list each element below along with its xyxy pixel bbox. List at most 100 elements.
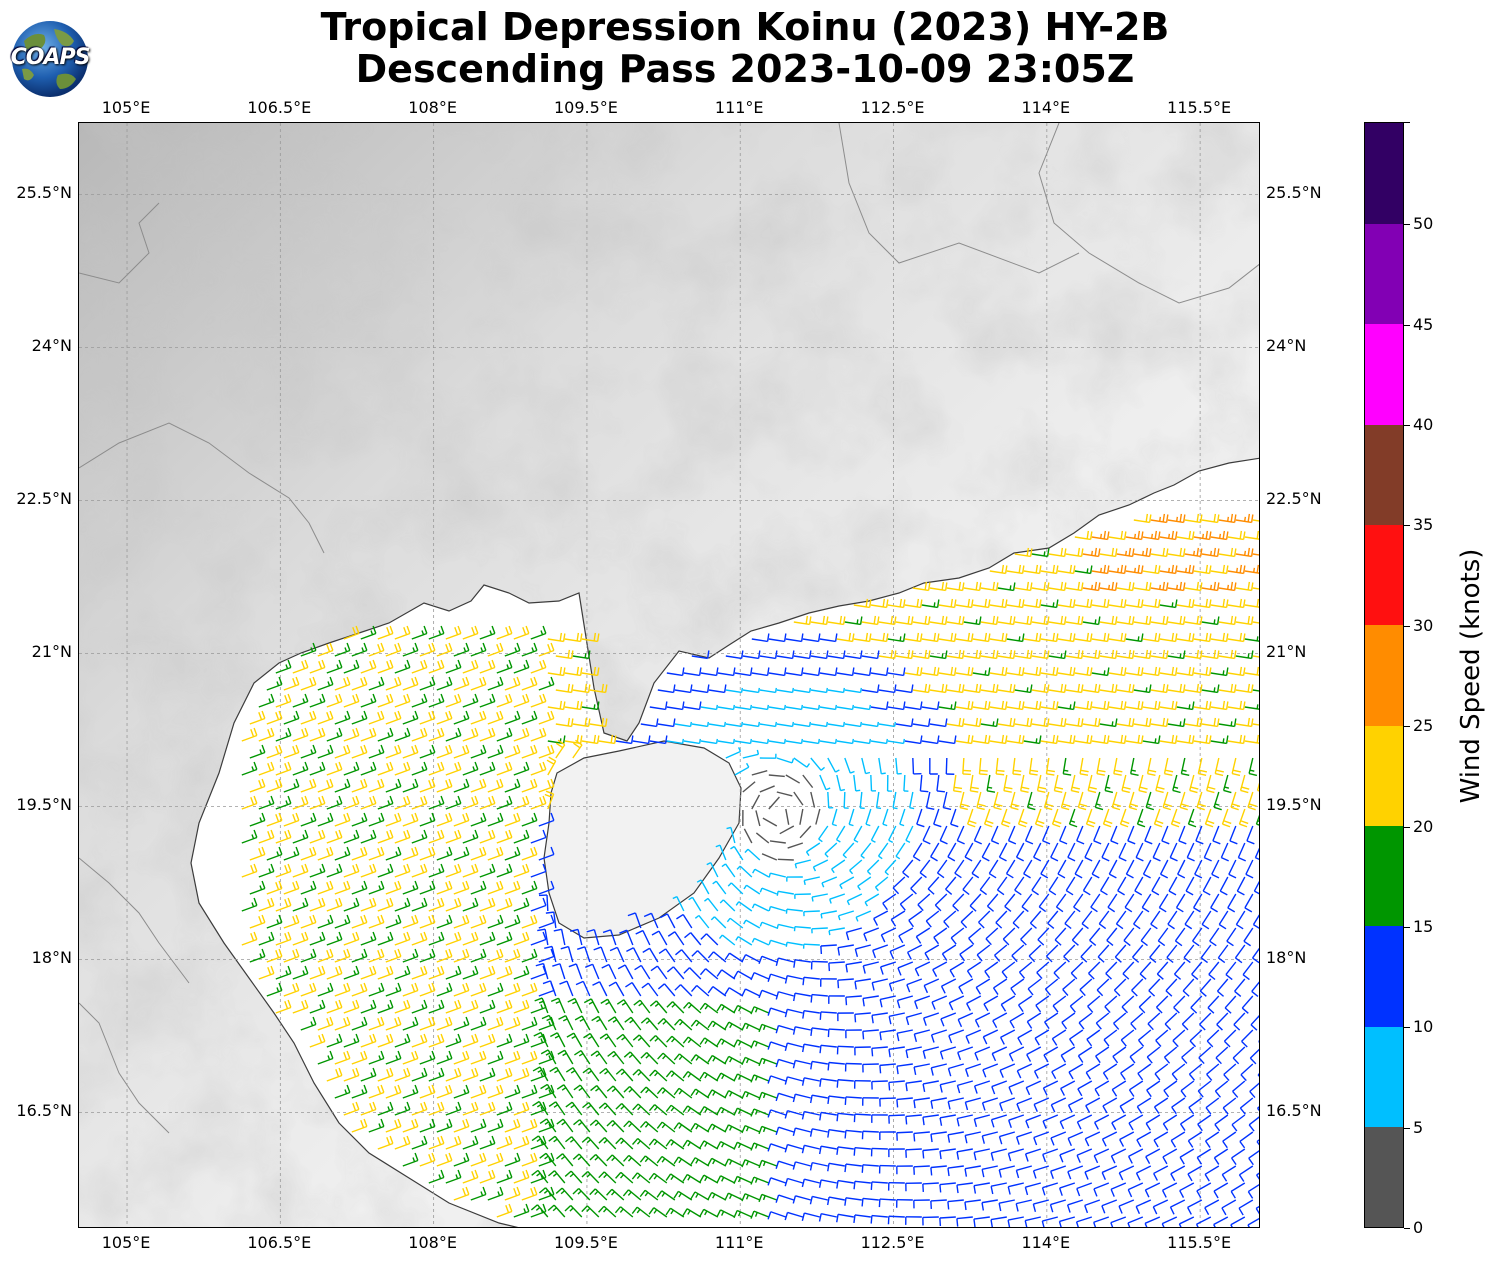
wind-barb <box>533 1031 549 1048</box>
wind-barb <box>565 1067 583 1082</box>
wind-barb <box>496 829 513 844</box>
wind-barb <box>912 649 931 660</box>
wind-barb <box>784 1042 803 1051</box>
wind-barb <box>487 1050 504 1065</box>
wind-barb <box>487 1084 504 1099</box>
wind-barb <box>504 778 521 793</box>
wind-barb <box>385 982 402 997</box>
wind-barb <box>853 825 863 843</box>
wind-barb <box>1091 530 1110 541</box>
wind-barb <box>874 876 889 892</box>
wind-barb <box>249 880 266 895</box>
wind-barb <box>985 927 999 946</box>
wind-barb <box>716 1003 736 1014</box>
wind-barb <box>462 931 479 946</box>
wind-barb <box>1136 1097 1152 1114</box>
wind-barb <box>385 710 402 725</box>
wind-barb <box>699 1037 719 1048</box>
wind-barb <box>428 727 445 742</box>
wind-barb <box>1111 1114 1127 1131</box>
wind-barb <box>343 625 360 640</box>
wind-barb <box>1045 944 1059 963</box>
wind-barb <box>538 642 555 657</box>
wind-barb <box>521 642 538 657</box>
wind-barb <box>266 744 283 759</box>
wind-barb <box>1102 808 1113 828</box>
lat-tick-label-right: 18°N <box>1266 948 1307 968</box>
wind-barb <box>955 632 974 643</box>
wind-barb <box>752 868 770 878</box>
wind-barb <box>266 948 283 963</box>
wind-barb <box>496 999 513 1014</box>
lon-tick-label-top: 106.5°E <box>247 98 312 117</box>
wind-barb <box>784 1110 804 1119</box>
wind-barb <box>682 1208 702 1218</box>
wind-barb <box>1059 1148 1076 1163</box>
wind-barb <box>575 980 591 997</box>
wind-barb <box>1133 649 1152 660</box>
wind-barb <box>964 1199 981 1211</box>
wind-barb <box>997 717 1016 728</box>
wind-barb <box>862 961 879 974</box>
wind-barb <box>445 863 462 878</box>
wind-barb <box>1181 1012 1195 1031</box>
wind-barb <box>436 744 453 759</box>
wind-barb <box>767 1007 787 1016</box>
wind-barb <box>479 863 496 878</box>
wind-barb <box>991 1080 1008 1095</box>
wind-barb <box>802 633 821 643</box>
colorbar-tick <box>1404 1027 1410 1029</box>
wind-barb <box>1214 757 1224 777</box>
wind-barb <box>566 1032 583 1048</box>
wind-barb <box>351 744 368 759</box>
wind-barb <box>504 676 521 691</box>
wind-barb <box>1067 842 1076 862</box>
wind-barb <box>964 842 974 862</box>
wind-barb <box>445 1033 462 1048</box>
wind-barb <box>623 1086 642 1099</box>
wind-barb <box>929 718 948 728</box>
wind-barb <box>453 710 470 725</box>
wind-barb <box>1235 581 1254 592</box>
wind-barb <box>258 965 275 980</box>
wind-barb <box>317 676 334 691</box>
wind-barb <box>317 880 334 895</box>
wind-barb <box>733 1175 753 1185</box>
wind-barb <box>955 598 974 609</box>
wind-barb <box>666 966 685 980</box>
wind-barb <box>960 910 974 929</box>
wind-barb <box>300 880 317 895</box>
wind-barb <box>623 1120 642 1133</box>
wind-barb <box>947 1199 964 1210</box>
wind-barb <box>504 642 521 657</box>
wind-barb <box>1050 1131 1067 1146</box>
wind-barb <box>547 632 566 643</box>
wind-barb <box>1069 1029 1084 1047</box>
wind-barb <box>649 735 668 745</box>
wind-barb <box>751 937 770 946</box>
wind-barb <box>1188 1063 1203 1081</box>
wind-barb <box>582 1067 600 1082</box>
wind-barb <box>1241 995 1254 1014</box>
wind-barb <box>326 829 343 844</box>
wind-barb <box>453 1186 470 1201</box>
wind-barb <box>1128 1080 1144 1097</box>
wind-barb <box>317 778 334 793</box>
wind-barb <box>939 825 948 845</box>
wind-barb <box>896 1063 913 1075</box>
wind-barb <box>385 948 402 963</box>
wind-barb <box>479 829 496 844</box>
wind-barb <box>1239 1131 1254 1149</box>
lat-tick-label-left: 16.5°N <box>16 1101 72 1121</box>
lat-tick-label-left: 22.5°N <box>16 489 72 509</box>
wind-barb <box>862 995 879 1007</box>
wind-barb <box>801 1178 820 1188</box>
wind-barb <box>820 978 837 987</box>
wind-barb <box>1080 944 1093 963</box>
wind-barb <box>836 704 855 711</box>
wind-barb <box>792 1195 812 1204</box>
wind-barb <box>343 897 360 912</box>
wind-barb <box>707 1054 727 1065</box>
wind-barb <box>1172 1029 1186 1048</box>
wind-barb <box>730 845 744 861</box>
